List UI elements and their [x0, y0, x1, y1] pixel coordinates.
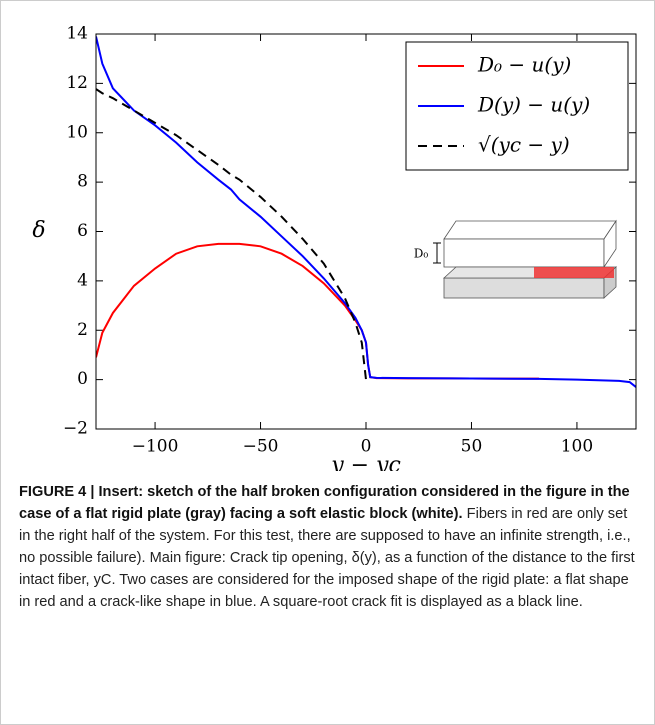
y-tick-label: 2 — [77, 320, 88, 340]
plot-frame — [95, 33, 637, 430]
legend-label: D₀ − u(y) — [477, 53, 571, 77]
y-tick-label: 0 — [77, 369, 88, 389]
y-tick-label: 4 — [77, 270, 88, 290]
chart: y − yc δ D₀ −100 −50 0 50 100 −2 0 2 4 6 8 10 12 14 D₀… — [32, 24, 637, 471]
x-tick-label: 50 — [461, 437, 483, 457]
y-tick-label: 8 — [77, 172, 88, 192]
inset-sketch — [433, 219, 618, 299]
y-tick-label: 6 — [77, 221, 88, 241]
y-tick-label: 10 — [66, 122, 88, 142]
x-tick-label: −100 — [132, 437, 179, 457]
x-tick-label: 0 — [361, 437, 372, 457]
line — [96, 88, 367, 380]
x-tick-label: 100 — [561, 437, 593, 457]
legend-label: √(yc − y) — [478, 133, 570, 157]
caption: FIGURE 4 | Insert: sketch of the half br… — [19, 481, 639, 613]
y-tick-label: 14 — [66, 24, 88, 44]
inset-label: D₀ — [414, 247, 429, 261]
caption-bold: FIGURE 4 | Insert: sketch of the half br… — [19, 484, 630, 522]
y-tick-label: −2 — [63, 419, 88, 439]
x-tick-label: −50 — [243, 437, 279, 457]
y-axis-label: δ — [32, 218, 45, 243]
y-tick-label: 12 — [66, 73, 88, 93]
line — [96, 36, 636, 388]
legend-label: D(y) − u(y) — [477, 93, 590, 117]
x-axis-label: y − yc — [330, 453, 401, 471]
caption-text: Fibers in red are only set in the right … — [19, 506, 635, 610]
